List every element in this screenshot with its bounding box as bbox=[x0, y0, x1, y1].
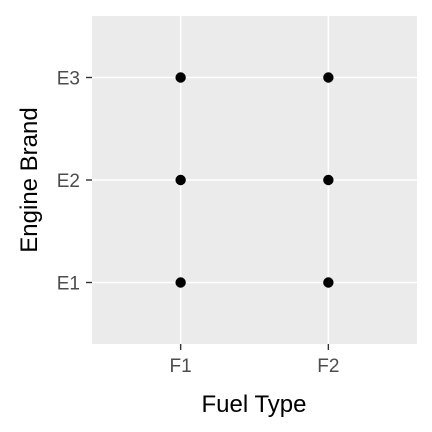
x-axis: F1 F2 bbox=[170, 344, 339, 377]
x-tick-label-f1: F1 bbox=[170, 356, 192, 377]
x-tick-label-f2: F2 bbox=[317, 356, 339, 377]
point-f1-e1 bbox=[175, 277, 186, 288]
y-tick-label-e1: E1 bbox=[57, 274, 80, 295]
point-f1-e3 bbox=[175, 72, 186, 83]
y-axis: E1 E2 E3 bbox=[57, 69, 92, 295]
y-axis-title: Engine Brand bbox=[16, 107, 43, 252]
point-f2-e3 bbox=[323, 72, 334, 83]
data-points bbox=[175, 72, 334, 288]
point-f2-e1 bbox=[323, 277, 334, 288]
point-f1-e2 bbox=[175, 174, 186, 186]
x-axis-title: Fuel Type bbox=[202, 391, 307, 418]
point-f2-e2 bbox=[323, 174, 334, 186]
y-tick-label-e2: E2 bbox=[57, 171, 80, 192]
y-tick-label-e3: E3 bbox=[57, 69, 80, 90]
